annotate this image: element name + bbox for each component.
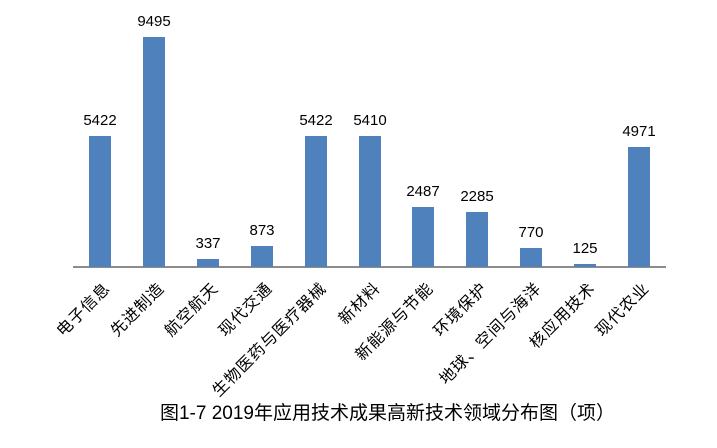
bar-3 bbox=[251, 246, 273, 267]
value-label-0: 5422 bbox=[83, 112, 117, 129]
bar-4 bbox=[305, 136, 327, 267]
value-label-8: 770 bbox=[518, 224, 544, 241]
bar-2 bbox=[197, 259, 219, 267]
bar-0 bbox=[89, 136, 111, 267]
bar-5 bbox=[359, 136, 381, 267]
x-axis-line bbox=[73, 266, 666, 268]
value-label-5: 5410 bbox=[353, 112, 387, 129]
bar-7 bbox=[466, 212, 488, 267]
value-label-9: 125 bbox=[572, 240, 598, 257]
value-label-10: 4971 bbox=[622, 123, 656, 140]
bar-6 bbox=[412, 207, 434, 267]
bar-9 bbox=[574, 264, 596, 267]
value-label-3: 873 bbox=[249, 222, 275, 239]
value-label-1: 9495 bbox=[137, 13, 171, 30]
bar-8 bbox=[520, 248, 542, 267]
chart-title: 图1-7 2019年应用技术成果高新技术领域分布图（项） bbox=[159, 403, 615, 424]
value-label-7: 2285 bbox=[460, 188, 494, 205]
bar-10 bbox=[628, 147, 650, 267]
value-label-4: 5422 bbox=[299, 112, 333, 129]
value-label-6: 2487 bbox=[406, 183, 440, 200]
bar-1 bbox=[143, 37, 165, 267]
value-label-2: 337 bbox=[195, 235, 221, 252]
